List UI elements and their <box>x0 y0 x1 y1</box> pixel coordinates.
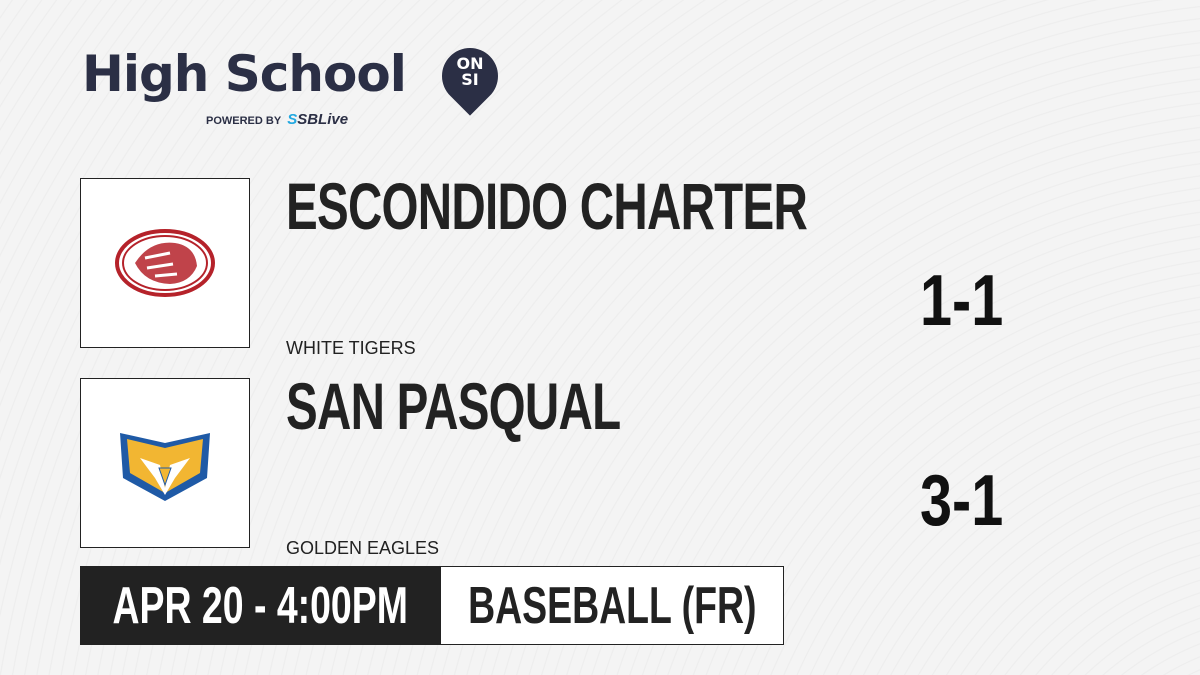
team-logo-box-home <box>80 178 250 348</box>
home-team-nickname: WHITE TIGERS <box>286 338 416 358</box>
badge-on: ON <box>456 54 484 73</box>
tiger-logo <box>115 229 215 297</box>
team-logo-box-away <box>80 378 250 548</box>
away-team-record: 3-1 <box>920 461 1004 541</box>
away-team-name: SAN PASQUAL <box>286 369 621 443</box>
away-team-nickname: GOLDEN EAGLES <box>286 538 440 558</box>
home-team-name: ESCONDIDO CHARTER <box>286 169 808 243</box>
powered-by: POWERED BY SSBLive <box>206 111 349 128</box>
sblive-s-icon: S <box>287 111 298 128</box>
eagle-logo <box>120 433 210 501</box>
sport-box: BASEBALL (FR) <box>440 566 784 645</box>
badge-si: SI <box>461 70 479 89</box>
high-school-on-si-logo: High School ON SI POWERED BY SSBLive <box>82 36 510 128</box>
home-team-record: 1-1 <box>920 261 1004 341</box>
game-datetime: APR 20 - 4:00PM <box>112 576 409 635</box>
sport-label: BASEBALL (FR) <box>467 576 757 635</box>
game-datetime-box: APR 20 - 4:00PM <box>80 566 441 645</box>
sblive-logo: SBLive <box>297 111 349 128</box>
brand-title: High School <box>82 45 407 103</box>
